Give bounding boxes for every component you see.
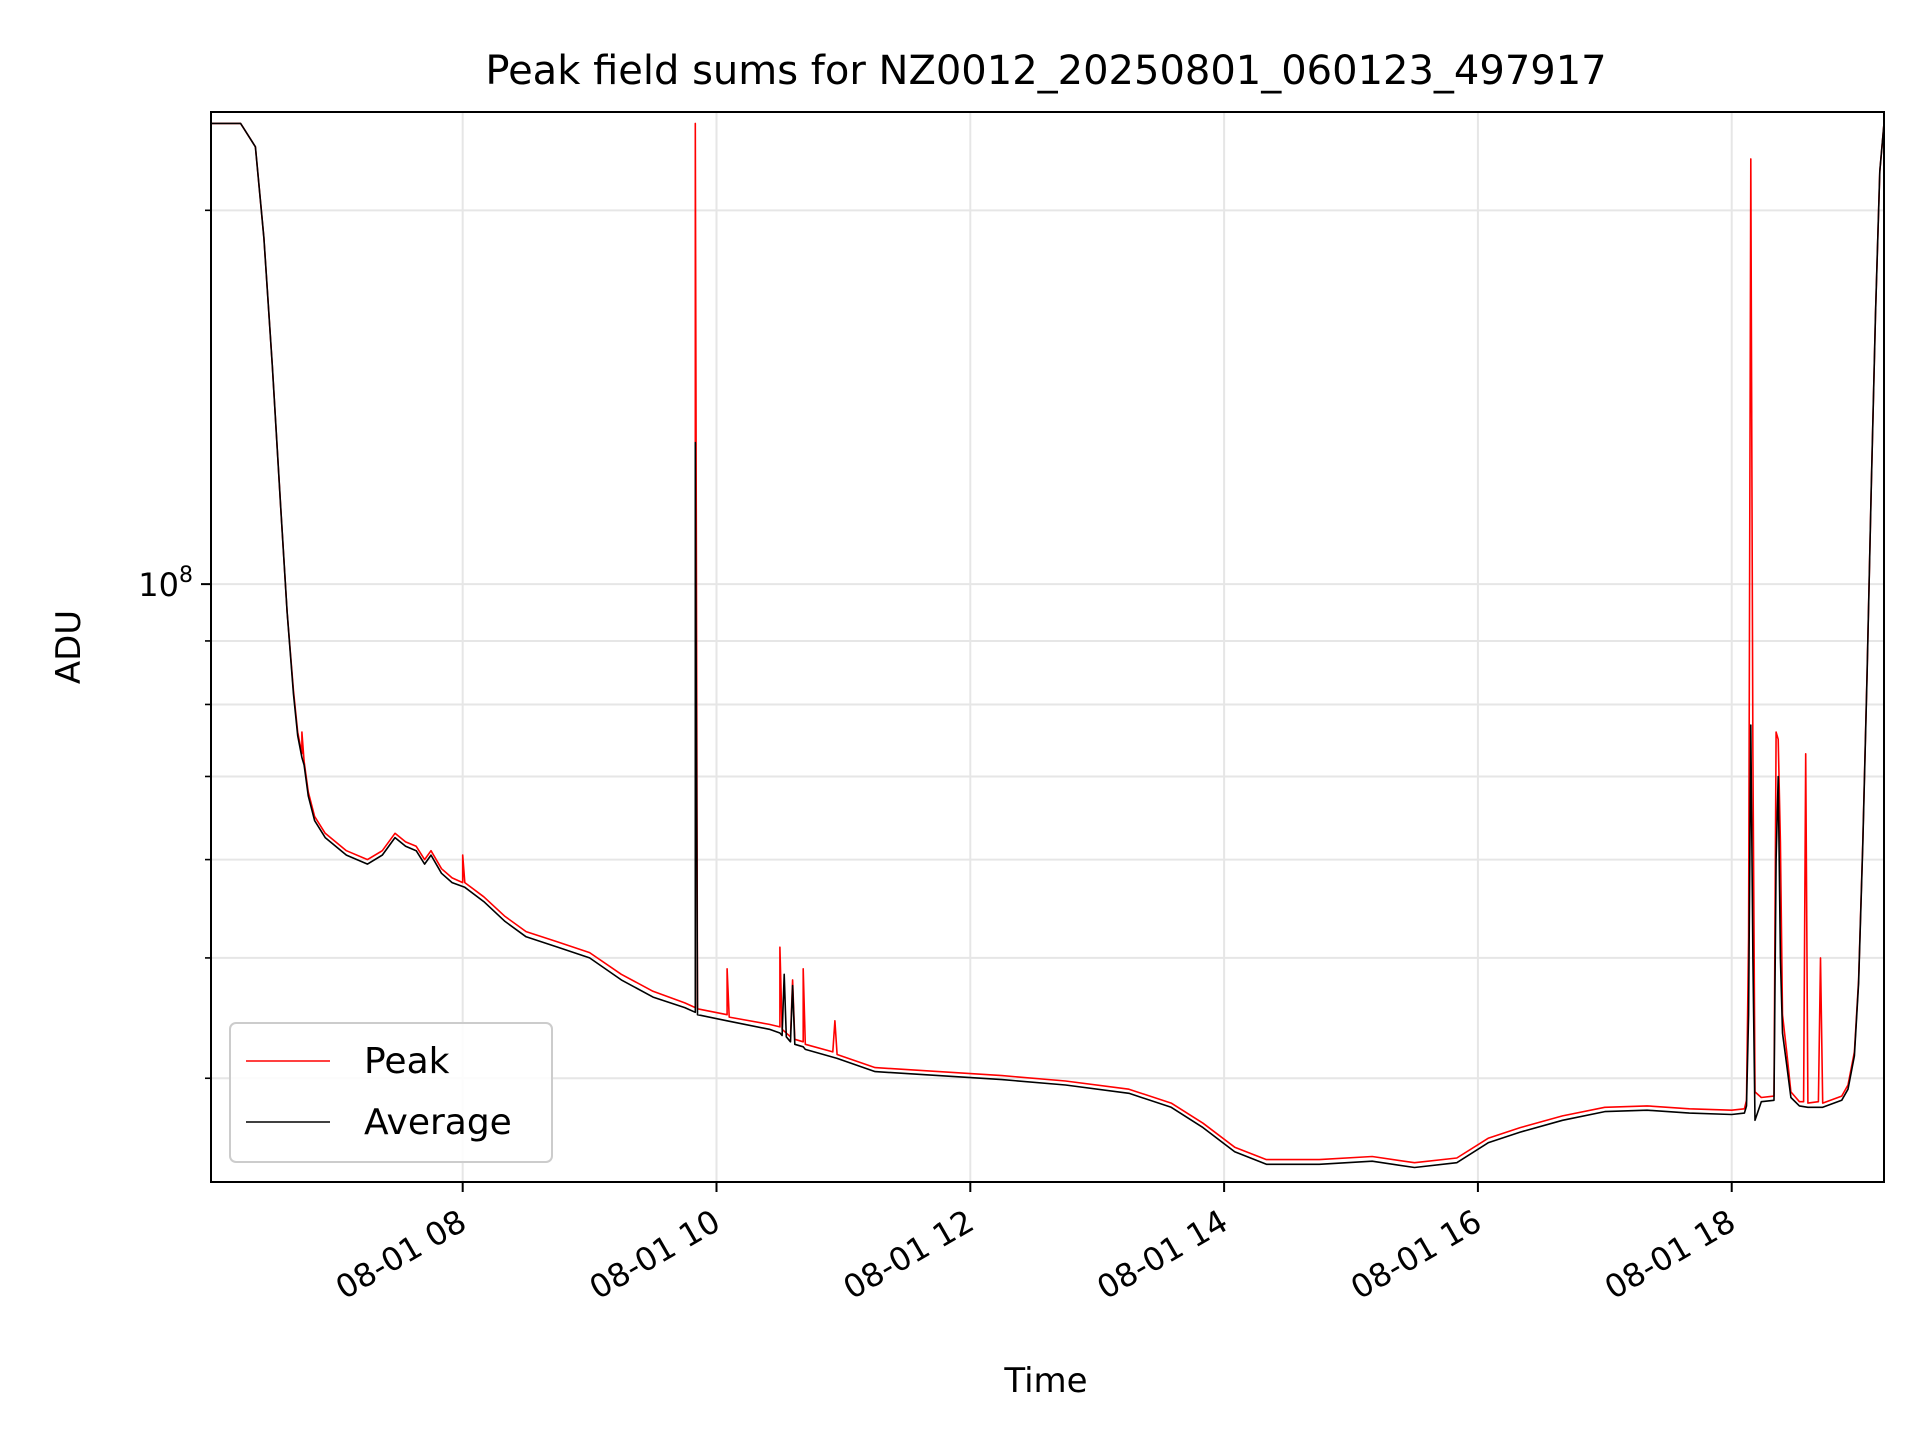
legend: Peak Average	[229, 1022, 553, 1163]
series-line-peak	[211, 122, 1885, 1164]
x-axis-label: Time	[1003, 1361, 1087, 1401]
legend-box	[229, 1022, 553, 1163]
series-line-average	[211, 122, 1885, 1169]
plot-frame	[210, 111, 1885, 1183]
legend-label-peak: Peak	[364, 1041, 450, 1082]
y-axis-label: ADU	[49, 610, 89, 684]
y-tick-label: 108	[138, 563, 193, 604]
series-layer	[211, 122, 1885, 1169]
y-tick-label-exponent: 8	[179, 563, 193, 588]
legend-label-average: Average	[364, 1102, 512, 1143]
chart-title: Peak field sums for NZ0012_20250801_0601…	[485, 48, 1606, 94]
grid	[211, 112, 1884, 1182]
y-tick-label-base: 10	[138, 566, 179, 604]
